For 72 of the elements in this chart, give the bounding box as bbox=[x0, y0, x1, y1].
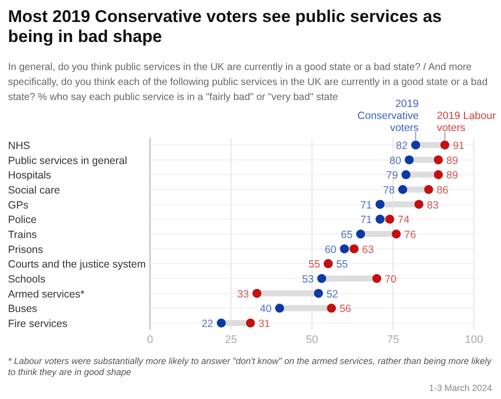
data-label: 56 bbox=[339, 303, 352, 316]
series-label: 2019 Labour voters bbox=[436, 110, 496, 134]
data-label: 79 bbox=[386, 170, 398, 182]
x-tick-label: 50 bbox=[306, 334, 318, 346]
y-tick-label: NHS bbox=[8, 140, 30, 152]
data-label: 83 bbox=[426, 199, 439, 212]
point bbox=[246, 318, 255, 328]
data-label: 76 bbox=[404, 229, 416, 241]
point bbox=[404, 155, 414, 164]
data-label: 80 bbox=[390, 154, 402, 167]
data-label: 40 bbox=[260, 303, 272, 316]
point bbox=[317, 274, 326, 283]
y-tick-label: Schools bbox=[8, 274, 46, 286]
data-label: 91 bbox=[452, 140, 465, 152]
text: 1-3 March 2024 bbox=[428, 383, 492, 393]
data-label: 82 bbox=[396, 140, 408, 152]
point bbox=[376, 214, 385, 224]
point bbox=[356, 230, 366, 238]
data-label: 53 bbox=[302, 274, 314, 286]
x-tick-label: 75 bbox=[386, 334, 400, 346]
data-label: 65 bbox=[340, 229, 353, 241]
data-label: 33 bbox=[237, 288, 250, 300]
point bbox=[392, 230, 401, 238]
point bbox=[326, 304, 336, 313]
data-label: 89 bbox=[446, 170, 458, 182]
data-label: 31 bbox=[258, 318, 270, 330]
data-label: 74 bbox=[398, 214, 410, 226]
point bbox=[401, 170, 410, 180]
x-tick-label: 100 bbox=[464, 334, 484, 346]
data-label: 89 bbox=[446, 154, 458, 167]
x-tick-label: 25 bbox=[224, 334, 238, 346]
y-tick-label: GPs bbox=[8, 199, 28, 212]
point bbox=[350, 244, 359, 254]
point bbox=[275, 304, 284, 313]
point bbox=[314, 288, 323, 298]
point bbox=[372, 274, 382, 283]
y-tick-label: Armed services* bbox=[8, 288, 84, 300]
point bbox=[385, 214, 394, 224]
chart-title: Most 2019 Conservative voters see public services as being in bad shape bbox=[8, 7, 442, 46]
y-tick-label: Police bbox=[8, 214, 37, 226]
y-tick-label: Fire services bbox=[8, 318, 68, 330]
data-label: 86 bbox=[436, 184, 448, 196]
point bbox=[434, 170, 443, 180]
point bbox=[216, 318, 226, 328]
data-label: 71 bbox=[360, 199, 372, 212]
data-label: 78 bbox=[383, 184, 395, 196]
y-tick-label: Public services in general bbox=[8, 154, 128, 167]
data-label: 55 bbox=[336, 258, 348, 271]
point bbox=[434, 155, 443, 164]
data-label: 63 bbox=[362, 244, 374, 256]
point bbox=[252, 288, 262, 298]
data-label: 70 bbox=[384, 274, 397, 286]
y-tick-label: Hospitals bbox=[8, 170, 52, 182]
point bbox=[340, 244, 349, 254]
text: * Labour voters were substantially more likely to answer "don't know" on the armed services, rather than being more likely to think they are in good shape bbox=[8, 356, 492, 377]
point bbox=[414, 200, 424, 209]
data-label: 60 bbox=[324, 244, 337, 256]
y-tick-label: Buses bbox=[8, 303, 38, 316]
data-label: 22 bbox=[202, 318, 214, 330]
point bbox=[424, 185, 434, 194]
y-tick-label: Courts and the justice system bbox=[8, 258, 146, 271]
point bbox=[398, 185, 408, 194]
data-label: 52 bbox=[326, 288, 338, 300]
x-tick-label: 0 bbox=[146, 334, 154, 346]
y-tick-label: Trains bbox=[8, 229, 37, 241]
point bbox=[411, 140, 420, 150]
data-label: 71 bbox=[360, 214, 372, 226]
y-tick-label: Prisons bbox=[8, 244, 44, 256]
data-label: 55 bbox=[308, 258, 320, 271]
point bbox=[376, 200, 385, 209]
y-tick-label: Social care bbox=[8, 184, 60, 196]
point bbox=[440, 140, 450, 150]
